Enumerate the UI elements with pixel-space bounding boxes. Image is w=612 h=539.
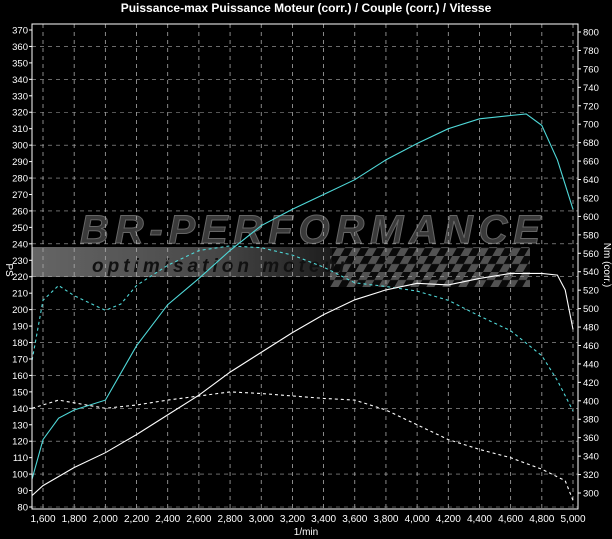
- x-tick-label: 2,600: [186, 514, 211, 525]
- watermark-tagline: optimisation moteur: [92, 256, 351, 277]
- x-tick-label: 4,400: [467, 514, 492, 525]
- x-tick-label: 5,000: [560, 514, 585, 525]
- y-tick-label: 360: [12, 42, 28, 53]
- y2-tick-label: 720: [583, 101, 599, 112]
- x-tick-label: 4,200: [436, 514, 461, 525]
- y2-tick-label: 440: [583, 359, 599, 370]
- x-tick-label: 2,200: [124, 514, 149, 525]
- y2-tick-label: 520: [583, 286, 599, 297]
- y2-tick-label: 700: [583, 120, 599, 131]
- y2-tick-label: 780: [583, 46, 599, 57]
- y2-tick-label: 760: [583, 64, 599, 75]
- y-tick-label: 130: [12, 420, 28, 431]
- y-axis-label: PS: [3, 263, 14, 277]
- x-tick-label: 2,800: [218, 514, 243, 525]
- y2-tick-label: 340: [583, 452, 599, 463]
- series-group: [31, 113, 574, 501]
- y-tick-label: 90: [17, 486, 28, 497]
- y2-tick-label: 560: [583, 249, 599, 260]
- x-tick-label: 1,800: [62, 514, 87, 525]
- chart-title: Puissance-max Puissance Moteur (corr.) /…: [121, 1, 492, 15]
- y2-tick-label: 420: [583, 378, 599, 389]
- y-tick-label: 290: [12, 157, 28, 168]
- y-tick-label: 340: [12, 75, 28, 86]
- y-tick-label: 250: [12, 223, 28, 234]
- y-tick-label: 190: [12, 322, 28, 333]
- watermark-brand: BR-PERFORMANCE: [80, 208, 541, 252]
- x-tick-label: 3,400: [311, 514, 336, 525]
- y2-axis-label: Nm (corr.): [601, 243, 612, 287]
- y-tick-label: 260: [12, 206, 28, 217]
- y-tick-label: 280: [12, 174, 28, 185]
- x-tick-label: 3,000: [249, 514, 274, 525]
- y-tick-label: 220: [12, 272, 28, 283]
- series-line-1: [31, 113, 574, 480]
- y-tick-label: 370: [12, 26, 28, 37]
- x-tick-label: 3,600: [342, 514, 367, 525]
- x-tick-label: 3,200: [280, 514, 305, 525]
- y2-tick-label: 620: [583, 193, 599, 204]
- y-tick-label: 230: [12, 256, 28, 267]
- y2-tick-label: 480: [583, 323, 599, 334]
- x-tick-label: 2,000: [93, 514, 118, 525]
- y-tick-label: 120: [12, 437, 28, 448]
- series-line-4: [31, 391, 574, 501]
- y2-tick-label: 680: [583, 138, 599, 149]
- y-tick-label: 110: [13, 453, 28, 464]
- y2-tick-label: 400: [583, 396, 599, 407]
- y-tick-label: 80: [17, 503, 28, 514]
- y2-tick-label: 600: [583, 212, 599, 223]
- y-tick-label: 100: [12, 470, 28, 481]
- x-tick-label: 1,600: [30, 514, 55, 525]
- plot-frame: [31, 23, 579, 510]
- y-tick-label: 170: [12, 354, 28, 365]
- y2-tick-label: 740: [583, 83, 599, 94]
- x-tick-label: 4,000: [405, 514, 430, 525]
- y-tick-label: 150: [12, 387, 28, 398]
- y2-tick-label: 580: [583, 230, 599, 241]
- y-tick-label: 270: [12, 190, 28, 201]
- y2-tick-label: 300: [583, 489, 599, 500]
- x-axis-label: 1/min: [294, 527, 318, 538]
- y-tick-label: 210: [12, 289, 28, 300]
- watermark-logo: BR-PERFORMANCE optimisation moteur: [32, 208, 542, 287]
- y-tick-label: 140: [12, 404, 28, 415]
- y2-tick-label: 540: [583, 267, 599, 278]
- y-tick-label: 310: [12, 124, 28, 135]
- y-tick-label: 160: [12, 371, 28, 382]
- y-tick-label: 350: [12, 58, 28, 69]
- y2-tick-label: 640: [583, 175, 599, 186]
- series-line-3: [31, 272, 574, 496]
- y2-tick-label: 320: [583, 470, 599, 481]
- grid: [32, 24, 578, 509]
- y-tick-label: 330: [12, 91, 28, 102]
- y2-tick-label: 800: [583, 28, 599, 39]
- y-tick-label: 300: [12, 141, 28, 152]
- y-tick-label: 200: [12, 305, 28, 316]
- y-tick-label: 320: [12, 108, 28, 119]
- y2-tick-label: 500: [583, 304, 599, 315]
- x-tick-label: 3,800: [373, 514, 398, 525]
- x-tick-label: 2,400: [155, 514, 180, 525]
- series-line-2: [31, 245, 574, 412]
- x-tick-label: 4,800: [529, 514, 554, 525]
- y2-tick-label: 460: [583, 341, 599, 352]
- y2-tick-label: 660: [583, 157, 599, 168]
- y-tick-label: 180: [12, 338, 28, 349]
- y-tick-label: 240: [12, 239, 28, 250]
- x-tick-label: 4,600: [498, 514, 523, 525]
- axes: 1,600 1,800 2,000 2,200 2,400 2,600 2,800 3,000…: [12, 26, 599, 526]
- y2-tick-label: 360: [583, 433, 599, 444]
- y2-tick-label: 380: [583, 415, 599, 426]
